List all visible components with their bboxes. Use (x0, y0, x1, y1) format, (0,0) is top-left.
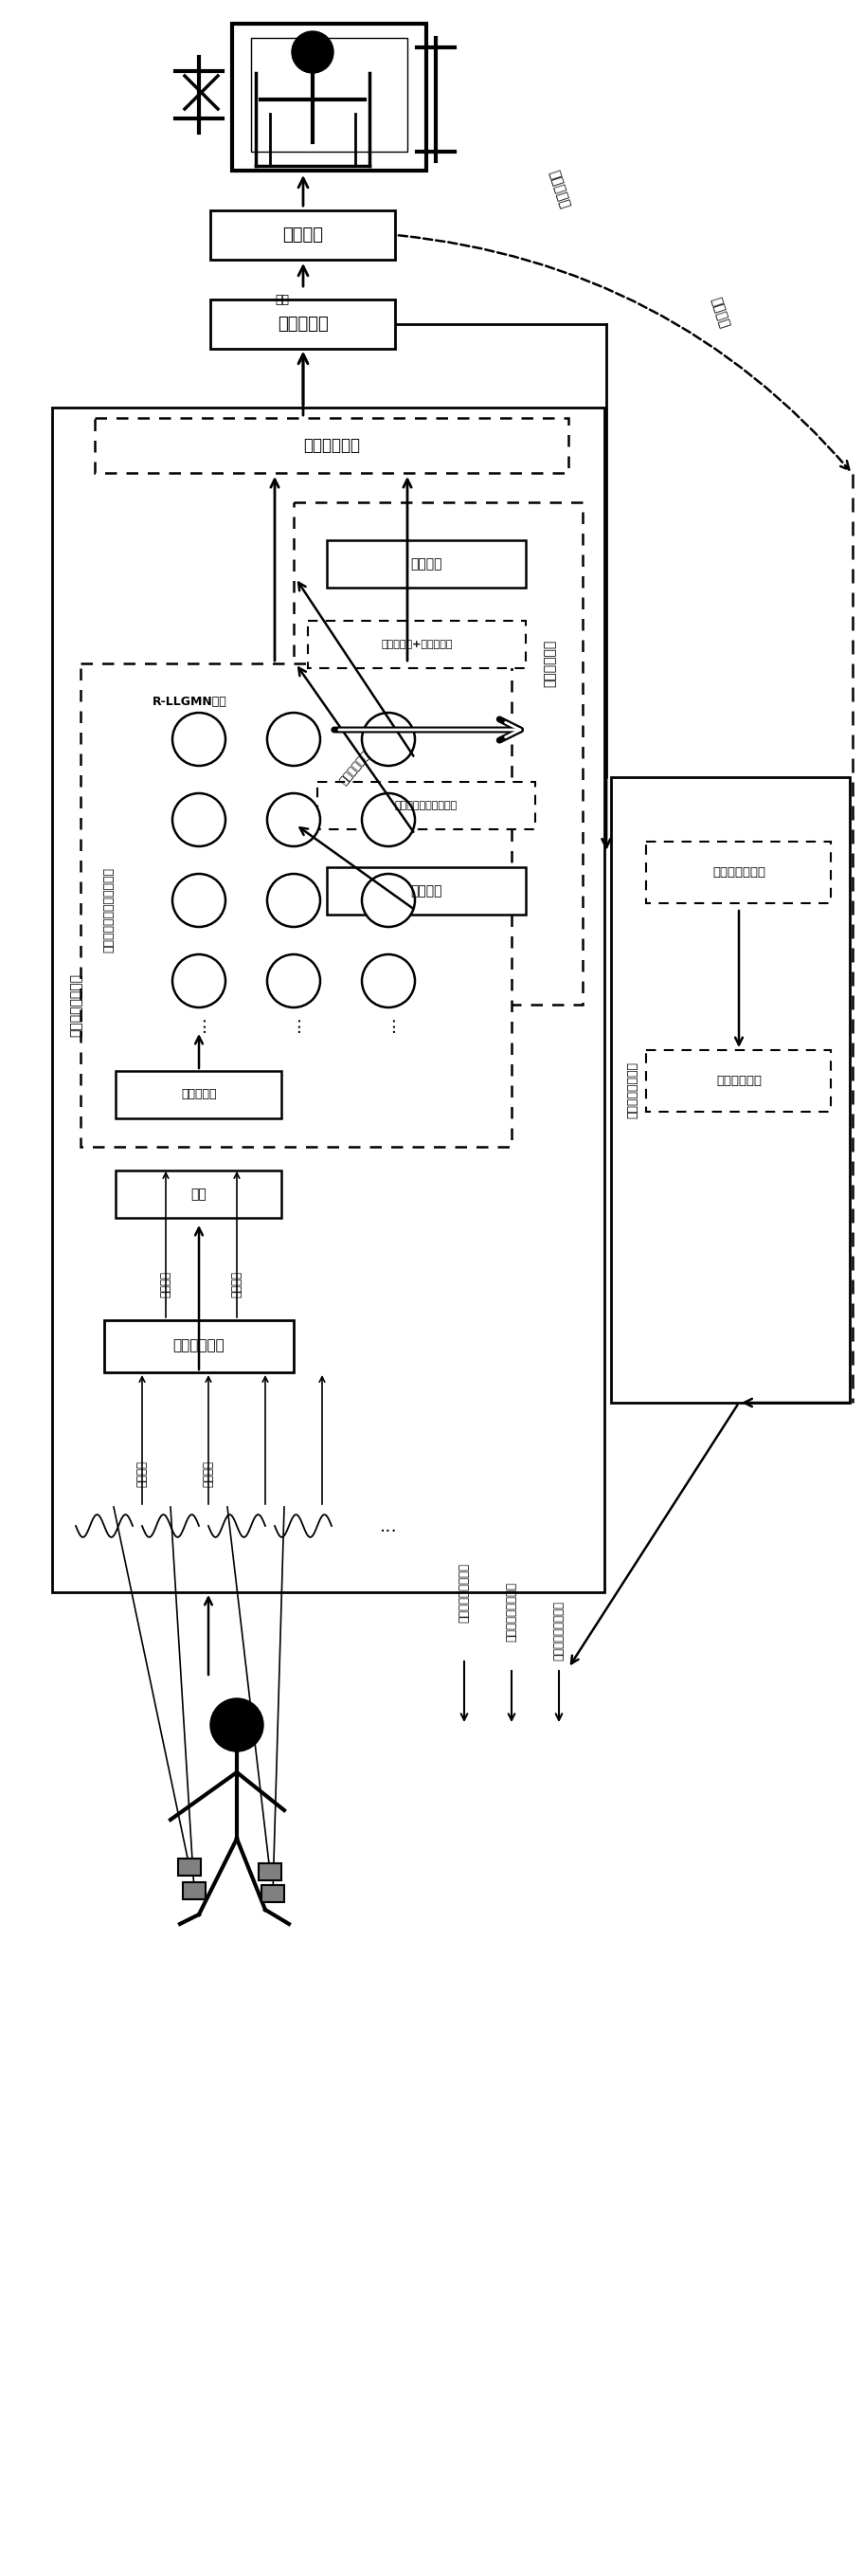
Text: 姿态捕捉、位置信息: 姿态捕捉、位置信息 (552, 1600, 564, 1659)
Text: 原始信号: 原始信号 (160, 1270, 172, 1298)
Text: 步态周期中的拍摄动作: 步态周期中的拍摄动作 (394, 801, 457, 811)
Bar (646, 842, 830, 902)
Circle shape (292, 31, 333, 72)
Text: 视觉信息、评价内容: 视觉信息、评价内容 (457, 1564, 469, 1623)
Bar (646, 1048, 830, 1110)
Circle shape (362, 793, 414, 848)
Bar (307, 621, 526, 667)
Text: R-LLGMN网络: R-LLGMN网络 (152, 696, 226, 708)
Text: 原始信号: 原始信号 (230, 1270, 243, 1298)
Bar (232, 23, 425, 170)
Circle shape (173, 714, 225, 765)
Text: ...: ... (379, 1517, 397, 1535)
Bar (116, 1072, 281, 1118)
Bar (610, 778, 849, 1404)
Bar (251, 39, 406, 152)
Text: 完成度评价机制: 完成度评价机制 (712, 866, 765, 878)
Bar (183, 1883, 205, 1899)
Text: 训练场景、语音交互: 训练场景、语音交互 (505, 1582, 517, 1641)
Circle shape (267, 873, 320, 927)
Text: 位置信息: 位置信息 (708, 296, 730, 330)
Text: 肌电采集模块: 肌电采集模块 (173, 1340, 224, 1352)
Text: 原始信号: 原始信号 (202, 1461, 214, 1486)
Bar (326, 541, 526, 587)
Text: 运动控制器: 运动控制器 (277, 317, 328, 332)
Text: 膝关节屈曲+髋关节屈曲: 膝关节屈曲+髋关节屈曲 (381, 639, 452, 649)
Circle shape (362, 714, 414, 765)
Text: 组合动作: 组合动作 (410, 884, 442, 896)
Text: 肌肉协同模型: 肌肉协同模型 (337, 750, 372, 786)
Bar (95, 417, 568, 474)
Circle shape (173, 873, 225, 927)
Circle shape (362, 953, 414, 1007)
Bar (178, 1857, 200, 1875)
Text: ...: ... (379, 1015, 397, 1033)
Circle shape (267, 714, 320, 765)
Text: 交互力反馈: 交互力反馈 (546, 167, 570, 211)
Circle shape (173, 793, 225, 848)
Text: ...: ... (190, 1015, 208, 1033)
FancyArrowPatch shape (398, 234, 848, 469)
Text: 虚拟现实交互模块: 虚拟现实交互模块 (626, 1061, 639, 1118)
Text: ...: ... (284, 1015, 302, 1033)
Bar (317, 783, 535, 829)
Text: 动作测定单元: 动作测定单元 (542, 639, 556, 688)
Bar (80, 665, 511, 1146)
Circle shape (267, 793, 320, 848)
Text: 预设训练场景: 预设训练场景 (715, 1074, 761, 1087)
Text: 原始信号: 原始信号 (135, 1461, 148, 1486)
Bar (261, 1886, 284, 1901)
Circle shape (267, 953, 320, 1007)
Bar (52, 407, 604, 1592)
Text: 命令: 命令 (274, 294, 288, 307)
Text: 单一动作: 单一动作 (410, 556, 442, 569)
Circle shape (173, 953, 225, 1007)
Bar (293, 502, 582, 1005)
Bar (104, 1319, 293, 1373)
Text: 模板: 模板 (191, 1188, 206, 1200)
Text: 康复装置: 康复装置 (282, 227, 323, 245)
Text: 肌肉协同效应特征提取单元: 肌肉协同效应特征提取单元 (103, 868, 115, 953)
Text: 运动识别策略: 运动识别策略 (303, 438, 360, 453)
Bar (258, 1862, 281, 1880)
Circle shape (362, 873, 414, 927)
Text: 肌电信号处理模块: 肌电信号处理模块 (69, 974, 82, 1036)
Bar (211, 211, 395, 260)
Circle shape (210, 1698, 263, 1752)
Bar (116, 1170, 281, 1218)
Bar (326, 868, 526, 914)
Text: 特征提取层: 特征提取层 (181, 1090, 217, 1100)
Bar (211, 299, 395, 348)
